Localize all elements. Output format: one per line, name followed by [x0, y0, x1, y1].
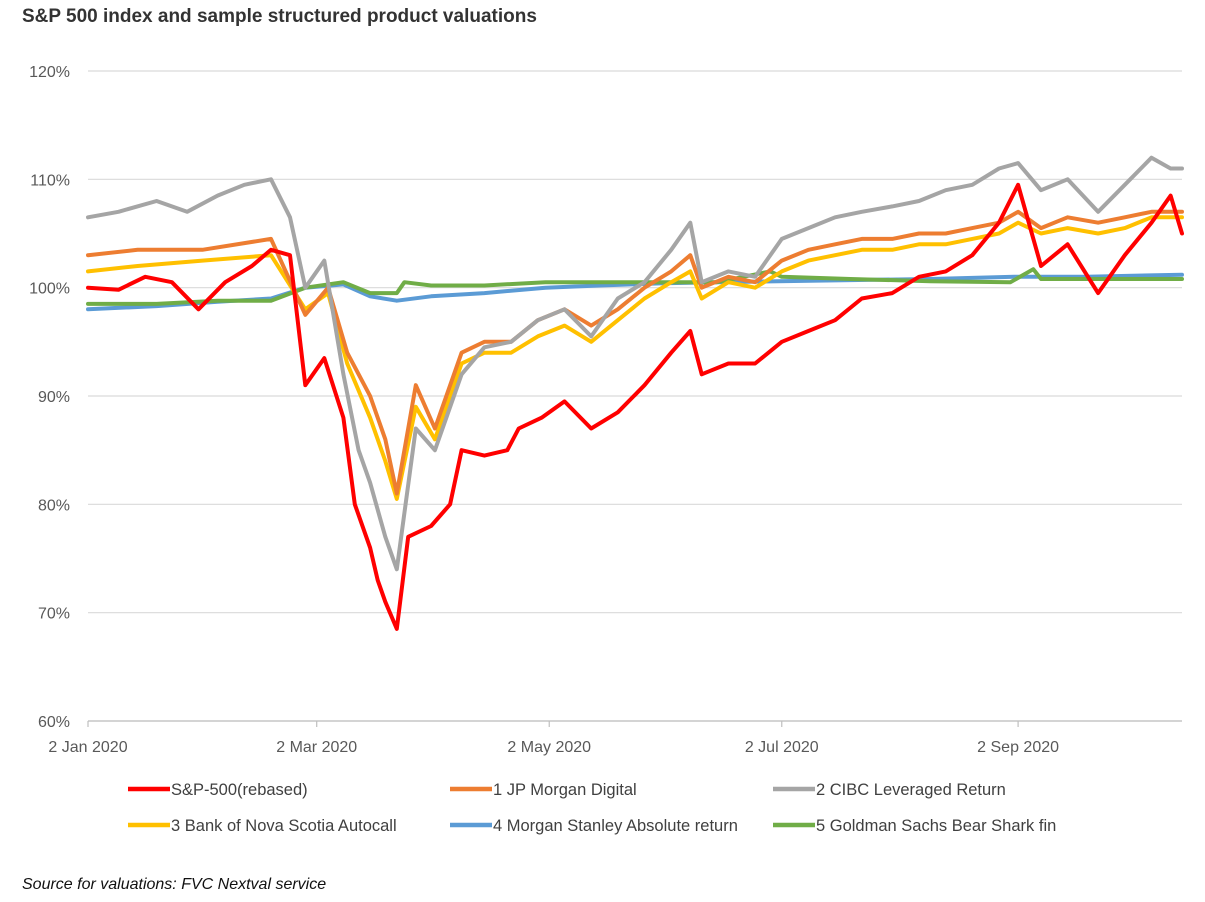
- legend-item: 4 Morgan Stanley Absolute return: [450, 817, 738, 835]
- legend-label: S&P-500(rebased): [171, 781, 308, 799]
- legend: S&P-500(rebased) 1 JP Morgan Digital 2 CIB…: [128, 781, 1056, 835]
- x-tick-label: 2 Jul 2020: [745, 739, 819, 756]
- x-axis: 2 Jan 2020 2 Mar 2020 2 May 2020 2 Jul 2020…: [48, 720, 1182, 756]
- series-line-2: [86, 209, 1184, 496]
- series-line-4: [86, 215, 1184, 501]
- x-tick-label: 2 Mar 2020: [276, 739, 357, 756]
- series-line-3: [86, 155, 1184, 572]
- y-tick-label: 90%: [38, 389, 70, 406]
- legend-item: 3 Bank of Nova Scotia Autocall: [128, 817, 397, 835]
- legend-item: 2 CIBC Leveraged Return: [773, 781, 1006, 799]
- legend-label: 4 Morgan Stanley Absolute return: [493, 817, 738, 835]
- legend-label: 1 JP Morgan Digital: [493, 781, 637, 799]
- legend-item: 5 Goldman Sachs Bear Shark fin: [773, 817, 1056, 835]
- x-tick-label: 2 Jan 2020: [48, 739, 127, 756]
- y-tick-label: 80%: [38, 497, 70, 514]
- legend-label: 5 Goldman Sachs Bear Shark fin: [816, 817, 1056, 835]
- source-note: Source for valuations: FVC Nextval servi…: [22, 876, 327, 893]
- x-tick-label: 2 May 2020: [507, 739, 591, 756]
- chart-title: S&P 500 index and sample structured prod…: [22, 6, 537, 27]
- y-axis-ticks: 60% 70% 80% 90% 100% 110% 120%: [29, 64, 70, 731]
- x-tick-label: 2 Sep 2020: [977, 739, 1059, 756]
- y-tick-label: 120%: [29, 64, 70, 81]
- legend-item: S&P-500(rebased): [128, 781, 308, 799]
- y-tick-label: 100%: [29, 281, 70, 298]
- y-tick-label: 60%: [38, 714, 70, 731]
- legend-label: 3 Bank of Nova Scotia Autocall: [171, 817, 397, 835]
- legend-label: 2 CIBC Leveraged Return: [816, 781, 1006, 799]
- y-tick-label: 70%: [38, 606, 70, 623]
- series-line-1: [86, 182, 1184, 631]
- series-lines: [86, 155, 1184, 631]
- y-tick-label: 110%: [30, 172, 70, 189]
- legend-item: 1 JP Morgan Digital: [450, 781, 637, 799]
